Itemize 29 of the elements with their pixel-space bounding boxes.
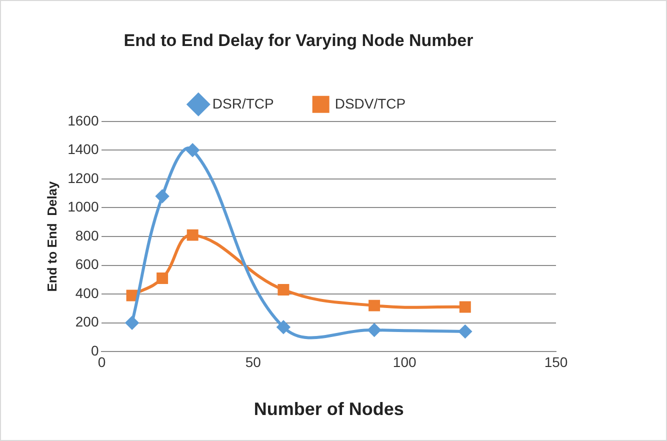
point <box>368 300 380 312</box>
x-tick-label: 100 <box>392 354 416 370</box>
y-tick-label: 400 <box>75 284 99 301</box>
y-tick-label: 1600 <box>68 112 99 128</box>
y-tick-label: 600 <box>75 256 99 272</box>
point <box>126 316 139 330</box>
y-tick-label: 1400 <box>68 141 99 158</box>
y-tick-label: 1200 <box>68 170 99 186</box>
point <box>186 144 200 157</box>
chart-title: End to End Delay for Varying Node Number <box>124 30 474 50</box>
x-axis-title: Number of Nodes <box>254 399 404 420</box>
y-axis-title: End to End Delay <box>44 180 60 292</box>
point <box>458 324 472 338</box>
y-tick-label: 1000 <box>68 198 99 215</box>
point <box>276 320 290 334</box>
point <box>278 284 290 296</box>
y-tick-label: 800 <box>75 227 99 244</box>
y-tick-label: 0 <box>90 342 99 358</box>
legend-label: DSR/TCP <box>212 95 274 112</box>
point <box>126 290 138 302</box>
point <box>368 324 381 337</box>
point <box>459 301 471 313</box>
point <box>186 229 198 241</box>
point <box>156 272 168 284</box>
legend-label: DSDV/TCP <box>334 95 406 112</box>
x-tick-label: 50 <box>245 354 262 370</box>
x-tick-label: 150 <box>544 354 568 370</box>
point <box>156 190 169 203</box>
y-tick-label: 200 <box>75 314 99 330</box>
